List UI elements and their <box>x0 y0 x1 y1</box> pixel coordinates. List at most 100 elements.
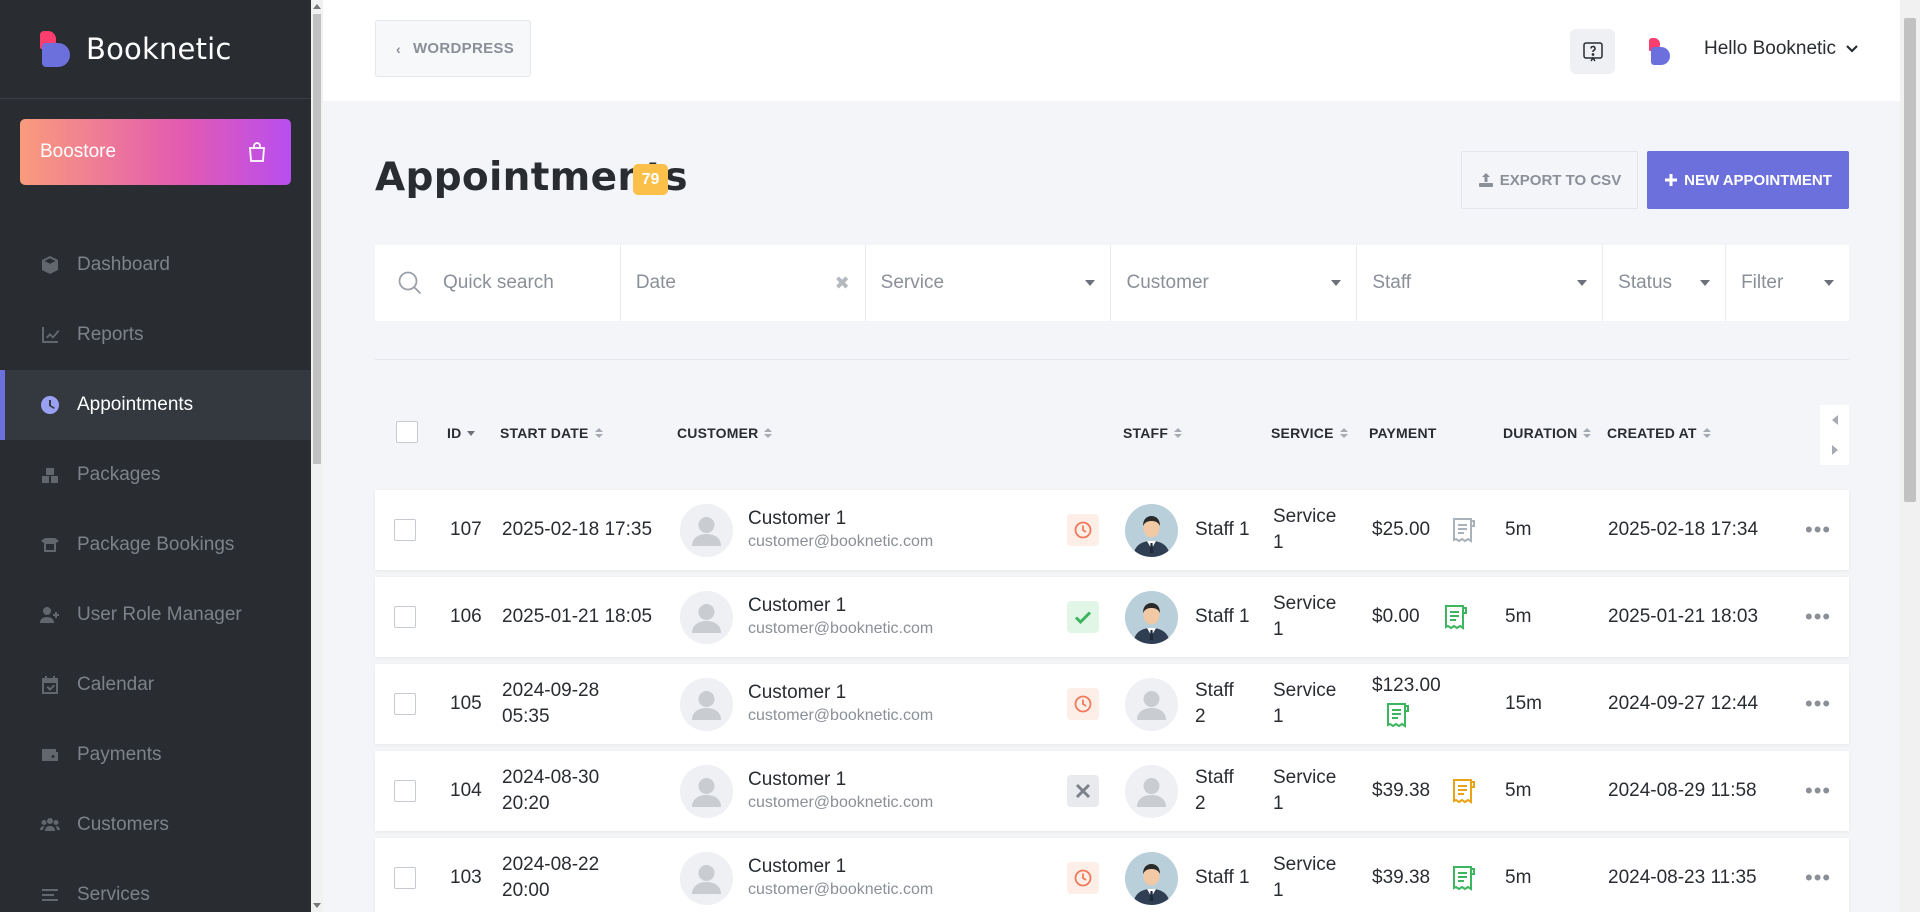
chevron-left-icon: ‹ <box>396 40 401 57</box>
sidebar-item-packages[interactable]: Packages <box>0 440 311 510</box>
status-filter[interactable]: Status <box>1603 245 1727 321</box>
table-row[interactable]: 107 2025-02-18 17:35 Customer 1 customer@bo… <box>375 490 1849 570</box>
divider <box>375 359 1849 360</box>
column-staff[interactable]: STAFF <box>1123 425 1183 441</box>
duration: 5m <box>1505 606 1532 627</box>
service-filter[interactable]: Service <box>866 245 1112 321</box>
column-service[interactable]: SERVICE <box>1271 425 1348 441</box>
chevron-down-icon <box>1846 42 1858 56</box>
column-start-date[interactable]: START DATE <box>500 425 603 441</box>
customer-avatar <box>680 590 733 644</box>
page-scrollbar[interactable] <box>1900 0 1920 912</box>
scroll-right-icon[interactable] <box>1831 445 1838 455</box>
help-button[interactable] <box>1570 29 1615 74</box>
upload-icon <box>1478 173 1493 187</box>
caret-down-icon <box>1577 280 1588 286</box>
more-actions-icon[interactable]: ••• <box>1805 778 1832 803</box>
sidebar-item-calendar[interactable]: Calendar <box>0 650 311 720</box>
staff-name: Staff <box>1195 767 1234 788</box>
customer-name: Customer 1 <box>748 769 847 790</box>
sidebar-item-label: User Role Manager <box>77 604 242 625</box>
scroll-left-icon[interactable] <box>1831 415 1838 425</box>
duration: 5m <box>1505 780 1532 801</box>
staff-name: Staff 1 <box>1195 606 1250 627</box>
user-avatar-logo-icon[interactable] <box>1649 38 1671 66</box>
filter-bar: Quick search Date ✖ Service Customer Sta… <box>375 245 1849 321</box>
wallet-icon <box>38 743 62 767</box>
sidebar-item-services[interactable]: Services <box>0 860 311 912</box>
quick-search-input[interactable]: Quick search <box>375 245 621 321</box>
receipt-icon[interactable] <box>1384 701 1412 735</box>
start-date: 2024-08-30 <box>502 767 600 788</box>
column-duration[interactable]: DURATION <box>1503 425 1592 441</box>
date-filter[interactable]: Date ✖ <box>621 245 866 321</box>
sidebar: Booknetic Boostore Dashboard Reports Appoi… <box>0 0 311 912</box>
sidebar-item-appointments[interactable]: Appointments <box>0 370 311 440</box>
sidebar-scrollbar[interactable] <box>311 0 323 912</box>
column-created-at[interactable]: CREATED AT <box>1607 425 1711 441</box>
staff-name: Staff 1 <box>1195 519 1250 540</box>
service-name: Service <box>1273 506 1337 527</box>
status-pending-icon <box>1067 862 1099 894</box>
sidebar-item-reports[interactable]: Reports <box>0 300 311 370</box>
sidebar-item-user-role-manager[interactable]: User Role Manager <box>0 580 311 650</box>
service-name: Service <box>1273 593 1337 614</box>
column-start-date-label: START DATE <box>500 425 589 441</box>
row-checkbox[interactable] <box>394 867 416 889</box>
more-actions-icon[interactable]: ••• <box>1805 517 1832 542</box>
appointment-id: 103 <box>450 867 482 888</box>
search-icon <box>398 271 422 295</box>
customer-avatar <box>680 764 733 818</box>
boostore-button[interactable]: Boostore <box>20 119 291 185</box>
brand[interactable]: Booknetic <box>0 0 311 99</box>
table-row[interactable]: 106 2025-01-21 18:05 Customer 1 customer@bo… <box>375 577 1849 657</box>
customer-name: Customer 1 <box>748 682 847 703</box>
more-actions-icon[interactable]: ••• <box>1805 604 1832 629</box>
more-actions-icon[interactable]: ••• <box>1805 865 1832 890</box>
column-payment: PAYMENT <box>1369 425 1437 441</box>
clear-icon[interactable]: ✖ <box>834 272 850 293</box>
receipt-icon[interactable] <box>1450 864 1478 892</box>
sort-icon <box>1339 428 1348 438</box>
customer-filter[interactable]: Customer <box>1111 245 1358 321</box>
more-actions-icon[interactable]: ••• <box>1805 691 1832 716</box>
staff-avatar <box>1125 590 1178 644</box>
column-customer[interactable]: CUSTOMER <box>677 425 773 441</box>
row-checkbox[interactable] <box>394 780 416 802</box>
table-row[interactable]: 105 2024-09-28 05:35 Customer 1 customer@boo… <box>375 664 1849 744</box>
customer-avatar <box>680 503 733 557</box>
sidebar-item-dashboard[interactable]: Dashboard <box>0 230 311 300</box>
sidebar-item-label: Package Bookings <box>77 534 235 555</box>
row-checkbox[interactable] <box>394 519 416 541</box>
sidebar-item-package-bookings[interactable]: Package Bookings <box>0 510 311 580</box>
column-id[interactable]: ID <box>447 425 476 441</box>
customer-email: customer@booknetic.com <box>748 881 934 898</box>
payment-amount: $25.00 <box>1372 519 1431 540</box>
status-pending-icon <box>1067 688 1099 720</box>
row-checkbox[interactable] <box>394 693 416 715</box>
column-service-label: SERVICE <box>1271 425 1334 441</box>
more-filter[interactable]: Filter <box>1726 245 1849 321</box>
created-at: 2024-08-29 11:58 <box>1608 780 1757 801</box>
wordpress-back-button[interactable]: ‹ WORDPRESS <box>375 20 531 77</box>
user-menu[interactable]: Hello Booknetic <box>1704 38 1858 60</box>
select-all-checkbox[interactable] <box>396 421 418 443</box>
staff-avatar <box>1125 851 1178 905</box>
staff-filter[interactable]: Staff <box>1357 245 1604 321</box>
sidebar-item-payments[interactable]: Payments <box>0 720 311 790</box>
row-checkbox[interactable] <box>394 606 416 628</box>
table-row[interactable]: 103 2024-08-22 20:00 Customer 1 customer@boo… <box>375 838 1849 912</box>
new-appointment-button[interactable]: NEW APPOINTMENT <box>1647 151 1849 209</box>
shopping-bag-icon <box>249 142 265 162</box>
receipt-icon[interactable] <box>1442 603 1470 631</box>
receipt-icon[interactable] <box>1450 777 1478 805</box>
export-csv-button[interactable]: EXPORT TO CSV <box>1461 151 1638 209</box>
status-approved-icon <box>1067 601 1099 633</box>
caret-down-icon <box>1700 280 1711 286</box>
new-appointment-label: NEW APPOINTMENT <box>1684 171 1832 189</box>
sidebar-item-customers[interactable]: Customers <box>0 790 311 860</box>
customer-avatar <box>680 677 733 731</box>
receipt-icon[interactable] <box>1450 516 1478 544</box>
table-row[interactable]: 104 2024-08-30 20:20 Customer 1 customer@boo… <box>375 751 1849 831</box>
sidebar-item-label: Customers <box>77 814 169 835</box>
